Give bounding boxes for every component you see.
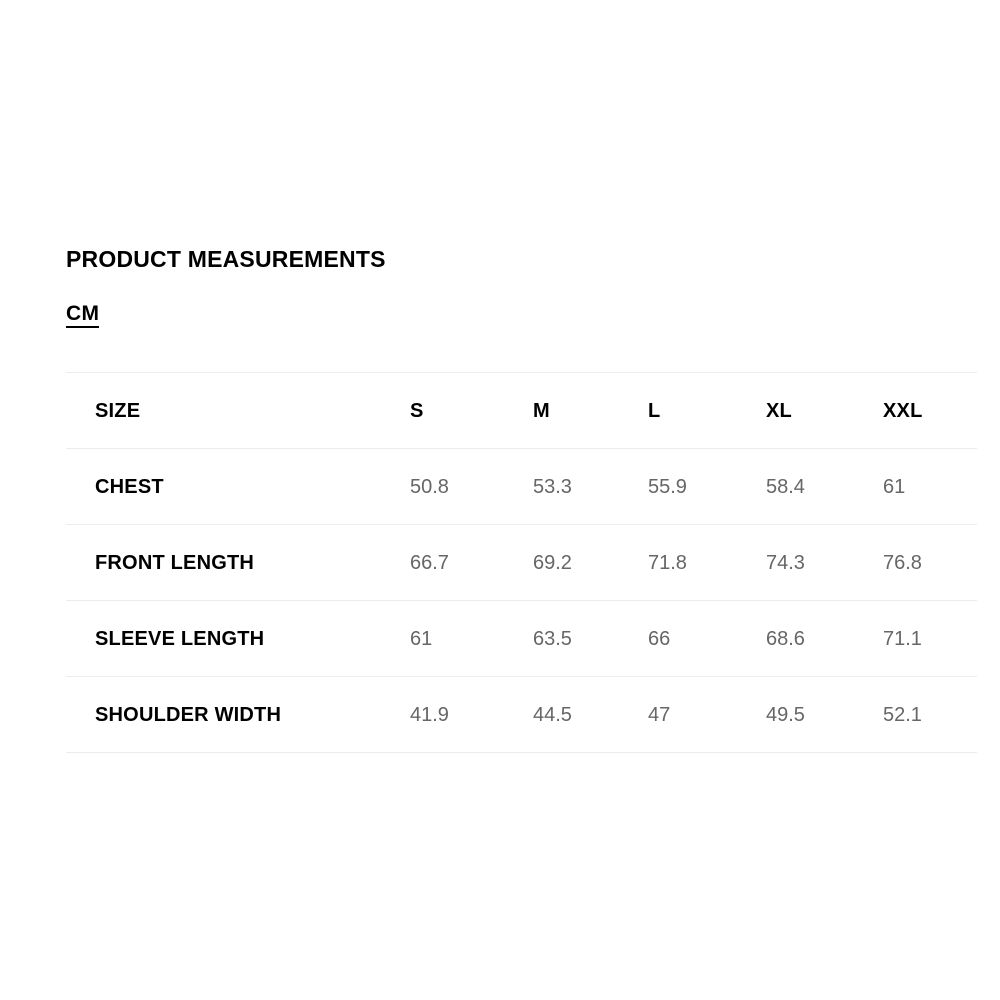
- measurement-value: 47: [648, 703, 671, 726]
- row-label-shoulder-width: SHOULDER WIDTH: [95, 703, 282, 726]
- column-header-size: SIZE: [95, 399, 141, 422]
- table-row-shoulder-width: SHOULDER WIDTH 41.9 44.5 47 49.5 52.1: [66, 677, 977, 753]
- measurement-value: 61: [410, 627, 433, 650]
- measurement-value: 44.5: [533, 703, 572, 726]
- row-label-front-length: FRONT LENGTH: [95, 551, 255, 574]
- column-header-xl: XL: [766, 399, 792, 422]
- measurement-value: 53.3: [533, 475, 572, 498]
- table-row-sleeve-length: SLEEVE LENGTH 61 63.5 66 68.6 71.1: [66, 601, 977, 677]
- table-row-front-length: FRONT LENGTH 66.7 69.2 71.8 74.3 76.8: [66, 525, 977, 601]
- measurement-value: 76.8: [883, 551, 922, 574]
- row-label-chest: CHEST: [95, 475, 164, 498]
- measurement-value: 58.4: [766, 475, 805, 498]
- measurement-value: 52.1: [883, 703, 922, 726]
- measurements-table: SIZE S M L XL XXL CHEST 50.8 53.3 55.9 5…: [66, 372, 977, 753]
- measurement-value: 71.8: [648, 551, 687, 574]
- measurement-value: 66.7: [410, 551, 449, 574]
- table-row-chest: CHEST 50.8 53.3 55.9 58.4 61: [66, 449, 977, 525]
- measurement-value: 49.5: [766, 703, 805, 726]
- measurement-value: 63.5: [533, 627, 572, 650]
- column-header-xxl: XXL: [883, 399, 923, 422]
- measurement-value: 71.1: [883, 627, 922, 650]
- measurement-value: 41.9: [410, 703, 449, 726]
- measurement-value: 74.3: [766, 551, 805, 574]
- table-header-row: SIZE S M L XL XXL: [66, 373, 977, 449]
- unit-toggle-cm[interactable]: CM: [66, 303, 100, 328]
- column-header-s: S: [410, 399, 424, 422]
- measurement-value: 69.2: [533, 551, 572, 574]
- column-header-l: L: [648, 399, 661, 422]
- measurement-value: 68.6: [766, 627, 805, 650]
- row-label-sleeve-length: SLEEVE LENGTH: [95, 627, 265, 650]
- measurement-value: 61: [883, 475, 906, 498]
- measurement-value: 55.9: [648, 475, 687, 498]
- section-title: PRODUCT MEASUREMENTS: [66, 246, 386, 272]
- measurement-value: 50.8: [410, 475, 449, 498]
- measurement-value: 66: [648, 627, 671, 650]
- column-header-m: M: [533, 399, 550, 422]
